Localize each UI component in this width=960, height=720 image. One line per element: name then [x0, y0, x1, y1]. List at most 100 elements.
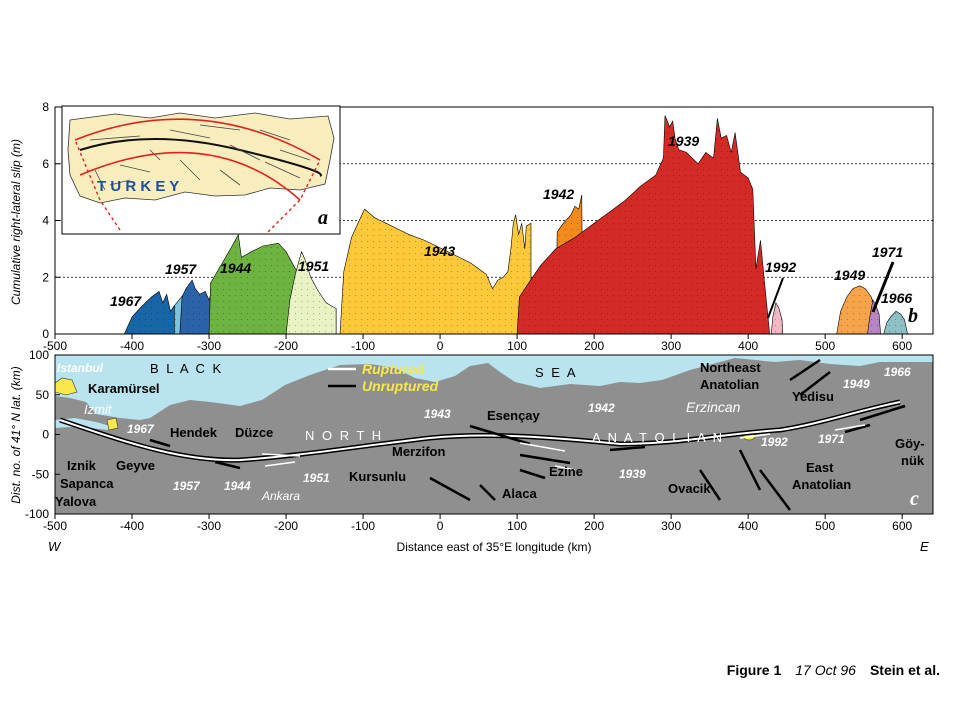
label-alaca: Alaca: [502, 486, 537, 501]
y-tick-label: 50: [36, 388, 50, 402]
slip-label-1951: 1951: [298, 258, 329, 274]
panel-c-y-title: Dist. no. of 41° N lat. (km): [9, 366, 23, 504]
map-year-1944: 1944: [224, 479, 251, 493]
x-tick-label: 0: [437, 339, 444, 353]
caption-figure: Figure 1: [726, 662, 782, 678]
map-year-1992: 1992: [761, 435, 788, 449]
map-year-1967: 1967: [127, 422, 155, 436]
label-merzifon: Merzifon: [392, 444, 446, 459]
dir-west: W: [48, 539, 62, 554]
x-tick-label: 400: [738, 519, 758, 533]
leader-1992: [767, 277, 784, 319]
slip-texture-1967: [124, 291, 179, 334]
inset-arc-top: [74, 118, 321, 161]
label-erzincan: Erzincan: [686, 399, 741, 415]
figure-caption: Figure 1 17 Oct 96 Stein et al.: [640, 662, 940, 678]
leader-1971: [871, 261, 895, 313]
slip-texture-1971: [867, 299, 881, 334]
panel-b-frame: [54, 106, 934, 335]
label-ovacik: Ovacik: [668, 481, 711, 496]
inset-arc-bottom: [79, 151, 301, 201]
label-hendek: Hendek: [170, 425, 218, 440]
slip-texture-1992: [771, 302, 783, 334]
x-tick-label: 300: [661, 339, 681, 353]
x-tick-label: -300: [197, 519, 221, 533]
label-duzce: Düzce: [235, 425, 273, 440]
x-tick-label: -400: [120, 339, 144, 353]
slip-texture-1957: [179, 280, 217, 334]
y-tick-label: -50: [32, 467, 50, 481]
label-karamursel: Karamürsel: [88, 381, 160, 396]
label-anatolian: A N A T O L I A N: [592, 430, 724, 445]
slip-label-1966: 1966: [881, 290, 912, 306]
label-kursunlu: Kursunlu: [349, 469, 406, 484]
map-year-1939: 1939: [619, 467, 646, 481]
label-ankara: Ankara: [261, 489, 300, 503]
label-esencay: Esençay: [487, 408, 541, 423]
y-tick-label: 2: [42, 270, 49, 284]
slip-label-1957: 1957: [165, 261, 197, 277]
slip-texture-1939: [517, 115, 770, 334]
inset-minor-faults: [89, 124, 311, 191]
map-year-1942: 1942: [588, 401, 615, 415]
x-tick-label: 0: [437, 519, 444, 533]
map-year-1951: 1951: [303, 471, 330, 485]
label-northeast-1: Northeast: [700, 360, 761, 375]
x-tick-label: -100: [351, 339, 375, 353]
slip-texture-1951: [286, 251, 337, 334]
y-tick-label: 4: [42, 214, 49, 228]
x-tick-label: -100: [351, 519, 375, 533]
slip-label-1992: 1992: [765, 259, 796, 275]
inset-map: T U R K E Y a: [61, 105, 341, 235]
slip-label-1942: 1942: [543, 186, 574, 202]
y-tick-label: 0: [42, 327, 49, 341]
slip-label-1944: 1944: [220, 260, 251, 276]
slip-areas: [123, 115, 908, 334]
y-tick-label: 100: [29, 348, 49, 362]
inset-country-label: T U R K E Y: [97, 178, 179, 195]
caption-date: 17 Oct 96: [795, 662, 856, 678]
label-northeast-2: Anatolian: [700, 377, 759, 392]
minor-ruptured-faults: [261, 424, 866, 471]
map-year-1949: 1949: [843, 377, 870, 391]
legend-ruptured-label: Ruptured: [362, 361, 425, 377]
izmit-area: [106, 417, 119, 431]
slip-label-1949: 1949: [834, 267, 865, 283]
label-iznik: Iznik: [67, 458, 97, 473]
x-tick-label: 300: [661, 519, 681, 533]
panel-b-x-ticks: -500 -400 -300 -200 -100 0 100 200 300 400 500 600: [43, 334, 913, 353]
map-year-1966: 1966: [884, 365, 911, 379]
slip-texture-1943: [340, 209, 531, 334]
slip-texture-1966: [883, 311, 908, 334]
map-year-1943: 1943: [424, 407, 451, 421]
label-goynuk-1: Göy-: [895, 436, 925, 451]
istanbul-area: [55, 377, 78, 396]
inset-arc-left: [74, 139, 121, 231]
x-tick-label: -200: [274, 519, 298, 533]
x-tick-label: 100: [507, 519, 527, 533]
caption-authors: Stein et al.: [869, 662, 940, 678]
panel-c-x-ticks: -500 -400 -300 -200 -100 0 100 200 300 400 500 600: [43, 514, 913, 533]
map-year-1957: 1957: [173, 479, 201, 493]
x-tick-label: 500: [815, 339, 835, 353]
panel-c-frame: [54, 354, 934, 515]
x-tick-label: -300: [197, 339, 221, 353]
label-east-2: Anatolian: [792, 477, 851, 492]
panel-b: 0 2 4 6 8 -500 -400 -300 -200 -100 0 100 200 300 400 5…: [9, 100, 934, 353]
x-tick-label: -400: [120, 519, 144, 533]
x-tick-label: 400: [738, 339, 758, 353]
x-tick-label: 200: [584, 339, 604, 353]
map-year-1971: 1971: [818, 432, 845, 446]
x-tick-label: -500: [43, 519, 67, 533]
label-istanbul: Istanbul: [57, 361, 104, 375]
slip-texture-1949: [836, 285, 880, 334]
y-tick-label: 8: [42, 100, 49, 114]
label-ezine: Ezine: [549, 464, 583, 479]
legend-unruptured-label: Unruptured: [362, 378, 439, 394]
x-tick-label: 500: [815, 519, 835, 533]
label-sapanca: Sapanca: [60, 476, 114, 491]
x-tick-label: -500: [43, 339, 67, 353]
y-tick-label: 0: [42, 428, 49, 442]
inset-letter: a: [318, 207, 328, 229]
panel-c-letter: c: [910, 488, 919, 510]
